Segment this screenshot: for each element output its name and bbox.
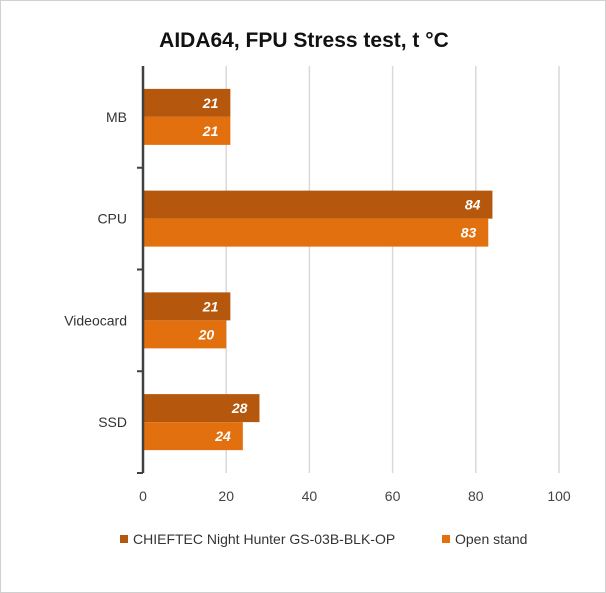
data-label: 83: [461, 225, 477, 241]
legend-swatch: [120, 535, 128, 543]
chart-title: AIDA64, FPU Stress test, t °C: [159, 29, 449, 52]
data-label: 21: [202, 298, 219, 314]
x-tick-label: 60: [385, 488, 401, 504]
x-tick-label: 40: [302, 488, 318, 504]
category-label: SSD: [98, 414, 127, 430]
data-label: 84: [465, 197, 481, 213]
bar: [143, 190, 493, 219]
data-label: 24: [214, 428, 231, 444]
bar: [143, 292, 231, 321]
legend-label: CHIEFTEC Night Hunter GS-03B-BLK-OP: [133, 531, 395, 547]
data-label: 21: [202, 123, 219, 139]
x-tick-label: 100: [547, 488, 571, 504]
category-label: MB: [106, 109, 127, 125]
bar: [143, 116, 231, 145]
data-label: 20: [198, 326, 215, 342]
bar: [143, 320, 227, 349]
bar: [143, 88, 231, 117]
bar: [143, 394, 260, 423]
legend-swatch: [442, 535, 450, 543]
legend-label: Open stand: [455, 531, 527, 547]
x-tick-label: 20: [218, 488, 234, 504]
category-label: CPU: [97, 211, 127, 227]
data-label: 21: [202, 95, 219, 111]
bar: [143, 422, 243, 451]
category-label: Videocard: [64, 312, 127, 328]
data-label: 28: [231, 400, 248, 416]
bar: [143, 218, 489, 247]
x-tick-label: 0: [139, 488, 147, 504]
x-tick-label: 80: [468, 488, 484, 504]
